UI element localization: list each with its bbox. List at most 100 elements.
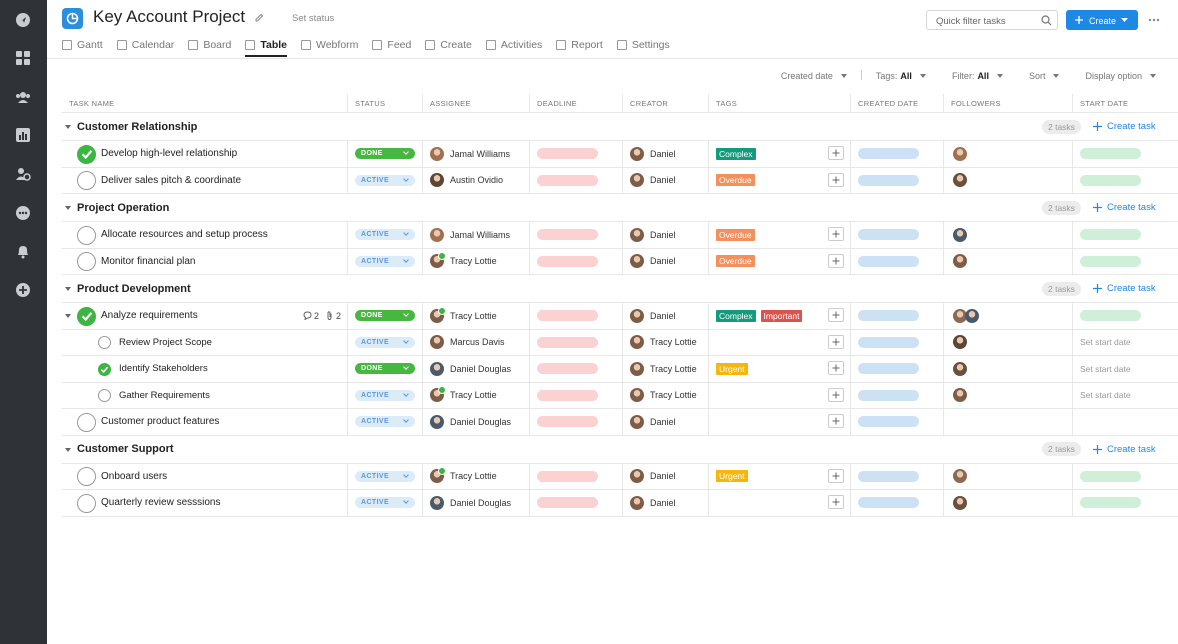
task-checkbox[interactable] bbox=[77, 252, 96, 271]
set-start-date[interactable]: Set start date bbox=[1080, 337, 1131, 348]
subtask-toggle[interactable] bbox=[65, 314, 71, 318]
edit-title[interactable] bbox=[254, 13, 264, 23]
task-name: Deliver sales pitch & coordinate bbox=[101, 174, 242, 186]
cell bbox=[943, 356, 1072, 382]
set-status[interactable]: Set status bbox=[292, 13, 335, 24]
status-label: ACTIVE bbox=[361, 391, 390, 399]
task-checkbox[interactable] bbox=[77, 493, 96, 513]
tab[interactable]: Table bbox=[245, 38, 287, 57]
cell bbox=[529, 463, 622, 489]
tab[interactable]: Feed bbox=[372, 38, 411, 52]
nav-add[interactable] bbox=[15, 282, 31, 298]
toolbar-item[interactable]: Tags: All bbox=[876, 70, 926, 81]
attachment-icon bbox=[327, 311, 332, 321]
nav-home[interactable] bbox=[15, 12, 31, 28]
cell bbox=[708, 382, 850, 408]
nav-users[interactable] bbox=[15, 166, 31, 182]
task-checkbox[interactable] bbox=[77, 467, 96, 486]
add-tag[interactable] bbox=[828, 308, 844, 322]
status-chevron bbox=[403, 417, 409, 424]
cell: Daniel Douglas bbox=[422, 356, 529, 382]
tab[interactable]: Create bbox=[425, 38, 472, 52]
group-toggle[interactable] bbox=[65, 206, 71, 210]
status-pill[interactable]: DONE bbox=[355, 363, 415, 375]
add-tag[interactable] bbox=[828, 146, 844, 160]
status-pill[interactable]: ACTIVE bbox=[355, 416, 415, 428]
cell bbox=[529, 409, 622, 435]
creator-name: Daniel bbox=[650, 416, 676, 427]
toolbar-item[interactable]: Filter: All bbox=[952, 70, 1003, 81]
task-checkbox[interactable] bbox=[77, 412, 96, 432]
status-pill[interactable]: ACTIVE bbox=[355, 229, 415, 241]
task-checkbox[interactable] bbox=[77, 225, 96, 245]
group-toggle[interactable] bbox=[65, 125, 71, 129]
assignee-name: Tracy Lottie bbox=[450, 471, 497, 482]
task-checkbox[interactable] bbox=[77, 171, 96, 190]
creator-name: Daniel bbox=[650, 229, 676, 240]
create-task[interactable]: Create task bbox=[1093, 444, 1156, 455]
tab[interactable]: Gantt bbox=[62, 38, 103, 52]
add-tag[interactable] bbox=[828, 334, 844, 349]
nav-chat[interactable] bbox=[15, 205, 31, 221]
tab[interactable]: Webform bbox=[301, 38, 358, 52]
tab-label: Feed bbox=[387, 39, 412, 51]
tab[interactable]: Report bbox=[556, 38, 603, 52]
group-toggle[interactable] bbox=[65, 447, 71, 452]
cell: Customer product features bbox=[62, 409, 347, 435]
set-start-date[interactable]: Set start date bbox=[1080, 390, 1131, 401]
create-button[interactable]: Create bbox=[1066, 10, 1138, 30]
tab[interactable]: Board bbox=[188, 38, 231, 52]
status-pill[interactable]: DONE bbox=[355, 310, 415, 322]
create-task[interactable]: Create task bbox=[1093, 202, 1156, 213]
status-pill[interactable]: ACTIVE bbox=[355, 497, 415, 509]
add-tag[interactable] bbox=[828, 172, 844, 187]
status-pill[interactable]: ACTIVE bbox=[355, 470, 415, 482]
add-tag[interactable] bbox=[828, 387, 844, 402]
set-start-date[interactable]: Set start date bbox=[1080, 363, 1131, 374]
status-pill[interactable]: ACTIVE bbox=[355, 174, 415, 186]
toolbar-item[interactable]: Display option bbox=[1085, 70, 1156, 81]
add-tag[interactable] bbox=[828, 414, 844, 428]
add-tag[interactable] bbox=[828, 495, 844, 509]
create-task[interactable]: Create task bbox=[1093, 283, 1156, 294]
add-tag[interactable] bbox=[828, 253, 844, 268]
status-pill[interactable]: ACTIVE bbox=[355, 255, 415, 267]
cell: Monitor financial plan bbox=[62, 249, 347, 275]
project-title: Key Account Project bbox=[93, 7, 246, 26]
tab[interactable]: Activities bbox=[485, 38, 542, 52]
group-toggle[interactable] bbox=[65, 287, 71, 291]
toolbar-item[interactable]: Sort bbox=[1029, 70, 1060, 81]
status-pill[interactable]: ACTIVE bbox=[355, 389, 415, 401]
cell bbox=[943, 222, 1072, 248]
toolbar-item[interactable]: Created date bbox=[781, 70, 847, 81]
status-pill[interactable]: DONE bbox=[355, 148, 415, 160]
cell bbox=[529, 329, 622, 355]
nav-notifications[interactable] bbox=[15, 243, 31, 259]
cell bbox=[850, 141, 943, 167]
followers bbox=[951, 335, 967, 350]
nav-reports[interactable] bbox=[15, 127, 31, 143]
tab[interactable]: Settings bbox=[616, 38, 670, 52]
nav-dashboard[interactable] bbox=[15, 50, 31, 66]
add-tag[interactable] bbox=[828, 361, 844, 375]
create-task[interactable]: Create task bbox=[1093, 121, 1156, 132]
add-tag[interactable] bbox=[828, 227, 844, 241]
task-checkbox[interactable] bbox=[98, 389, 111, 402]
task-checkbox[interactable] bbox=[98, 362, 111, 376]
task-checkbox[interactable] bbox=[77, 306, 96, 326]
cell bbox=[1072, 222, 1178, 248]
status-pill[interactable]: ACTIVE bbox=[355, 336, 415, 348]
search-box[interactable]: Quick filter tasks bbox=[926, 10, 1058, 30]
tab[interactable]: Calendar bbox=[116, 38, 174, 52]
status-label: ACTIVE bbox=[361, 231, 390, 239]
task-name: Customer product features bbox=[101, 416, 220, 428]
tab-label: Webform bbox=[316, 39, 359, 51]
nav-team[interactable] bbox=[15, 89, 31, 105]
more-menu[interactable] bbox=[1148, 18, 1160, 22]
add-tag[interactable] bbox=[828, 468, 844, 483]
task-checkbox[interactable] bbox=[77, 144, 96, 164]
task-checkbox[interactable] bbox=[98, 336, 111, 349]
cell: Daniel bbox=[622, 303, 708, 329]
cell: Allocate resources and setup process bbox=[62, 222, 347, 248]
followers bbox=[951, 308, 979, 323]
